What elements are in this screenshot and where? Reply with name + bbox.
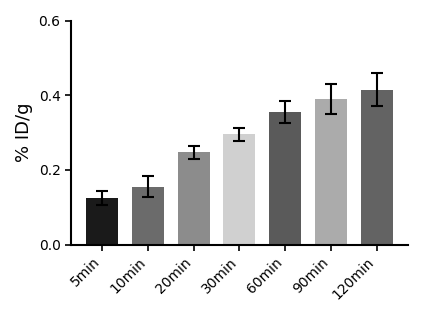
Y-axis label: % ID/g: % ID/g (15, 103, 33, 162)
Bar (178, 152, 210, 244)
Bar (86, 198, 118, 244)
Bar (361, 90, 393, 244)
Bar (223, 134, 255, 244)
Bar (132, 187, 164, 244)
Bar (269, 112, 301, 244)
Bar (315, 99, 347, 244)
